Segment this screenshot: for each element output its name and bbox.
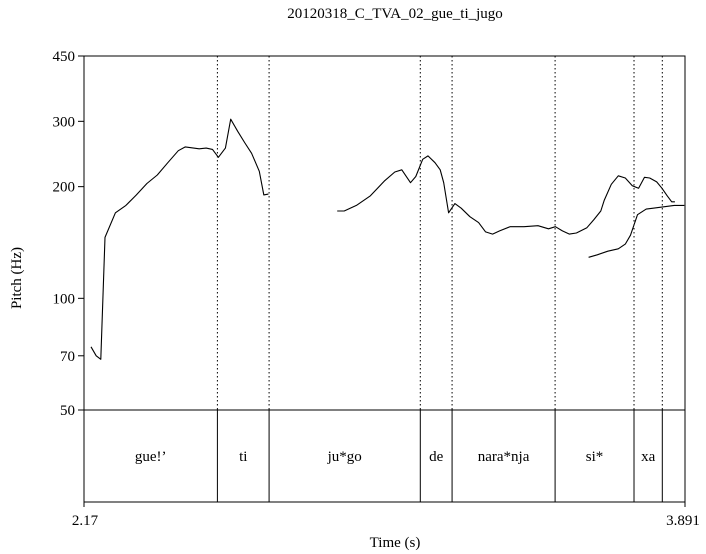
y-tick-label: 70: [60, 349, 75, 365]
x-tick-label: 2.17: [72, 513, 99, 529]
y-tick-label: 50: [60, 403, 75, 419]
plot-area: 50 70 100 200 300 450 2.17 3.891 gue!’ ti ju*go de n…: [53, 49, 700, 529]
x-tick-label: 3.891: [666, 513, 700, 529]
y-tick-label: 300: [53, 114, 76, 130]
tier-interval-label: si*: [586, 449, 604, 465]
tier-interval-label: nara*nja: [478, 449, 530, 465]
chart-title: 20120318_C_TVA_02_gue_ti_jugo: [287, 6, 503, 22]
x-axis-label: Time (s): [370, 535, 421, 551]
y-axis-label: Pitch (Hz): [9, 247, 25, 309]
tier-interval-label: gue!’: [135, 449, 167, 465]
tier-interval-label: ti: [239, 449, 247, 465]
pitch-contour: [90, 118, 269, 360]
y-tick-label: 450: [53, 49, 76, 65]
tier-interval-label: xa: [641, 449, 656, 465]
tier-interval-label: de: [429, 449, 444, 465]
y-tick-label: 200: [53, 180, 76, 196]
pitch-contour: [337, 155, 675, 235]
plot-frame: [83, 55, 686, 503]
y-tick-label: 100: [53, 291, 76, 307]
pitch-contour: [588, 204, 685, 258]
tier-interval-label: ju*go: [327, 449, 362, 465]
